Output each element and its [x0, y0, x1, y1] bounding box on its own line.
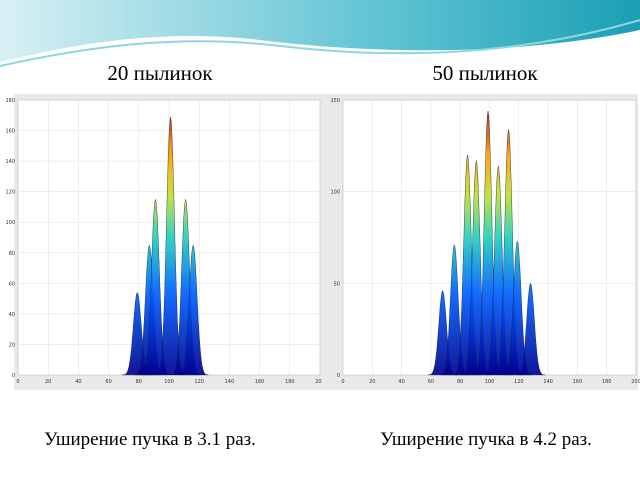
x-tick-label: 100: [164, 379, 174, 385]
chart-title: 50 пылинок: [432, 61, 538, 85]
y-tick-label: 20: [9, 342, 15, 348]
y-tick-label: 150: [330, 98, 340, 104]
x-tick-label: 100: [485, 379, 495, 385]
caption: Уширение пучка в 4.2 раз.: [380, 429, 592, 450]
x-tick-label: 200: [631, 379, 640, 385]
x-tick-label: 140: [225, 379, 235, 385]
x-tick-label: 80: [457, 379, 463, 385]
y-tick-label: 160: [5, 129, 15, 135]
x-tick-label: 60: [428, 379, 434, 385]
y-tick-label: 60: [9, 281, 15, 287]
y-tick-label: 50: [334, 281, 340, 287]
y-tick-label: 140: [5, 159, 15, 165]
x-tick-label: 20: [369, 379, 375, 385]
y-tick-label: 100: [330, 190, 340, 196]
x-tick-label: 160: [573, 379, 583, 385]
header-line: [0, 19, 640, 67]
x-tick-label: 80: [136, 379, 142, 385]
y-tick-label: 100: [5, 220, 15, 226]
peak: [515, 282, 546, 376]
x-tick-label: 140: [543, 379, 553, 385]
x-tick-label: 0: [341, 379, 344, 385]
x-tick-label: 200: [315, 379, 325, 385]
y-tick-label: 0: [12, 373, 15, 379]
x-tick-label: 180: [285, 379, 295, 385]
peak: [178, 244, 209, 376]
y-tick-label: 120: [5, 190, 15, 196]
x-tick-label: 60: [105, 379, 111, 385]
x-tick-label: 40: [75, 379, 81, 385]
x-tick-label: 120: [194, 379, 204, 385]
y-tick-label: 0: [337, 373, 340, 379]
chart-title: 20 пылинок: [107, 61, 213, 85]
caption: Уширение пучка в 3.1 раз.: [44, 429, 256, 450]
y-tick-label: 40: [9, 312, 15, 318]
y-tick-label: 80: [9, 251, 15, 257]
x-tick-label: 0: [16, 379, 19, 385]
x-tick-label: 20: [45, 379, 51, 385]
header-wave: [0, 0, 640, 62]
x-tick-label: 180: [602, 379, 612, 385]
y-tick-label: 180: [5, 98, 15, 104]
x-tick-label: 40: [398, 379, 404, 385]
x-tick-label: 120: [514, 379, 524, 385]
x-tick-label: 160: [255, 379, 265, 385]
